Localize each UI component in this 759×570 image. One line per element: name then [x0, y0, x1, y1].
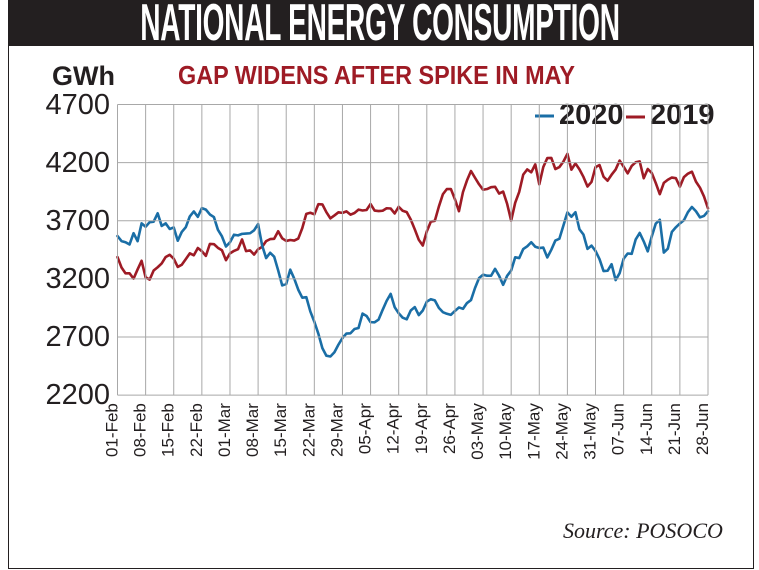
svg-text:4200: 4200 [45, 147, 110, 179]
svg-text:4700: 4700 [45, 89, 110, 121]
svg-text:08-Feb: 08-Feb [131, 403, 150, 457]
svg-text:01-Mar: 01-Mar [215, 403, 234, 457]
svg-text:17-May: 17-May [524, 403, 543, 460]
svg-text:28-Jun: 28-Jun [693, 403, 712, 455]
svg-text:22-Feb: 22-Feb [187, 403, 206, 457]
svg-text:07-Jun: 07-Jun [609, 403, 628, 455]
svg-text:03-May: 03-May [468, 403, 487, 460]
svg-text:12-Apr: 12-Apr [384, 403, 403, 454]
svg-text:Source: POSOCO: Source: POSOCO [563, 518, 723, 543]
svg-text:14-Jun: 14-Jun [637, 403, 656, 455]
svg-text:10-May: 10-May [496, 403, 515, 460]
svg-text:2700: 2700 [45, 321, 110, 353]
svg-text:21-Jun: 21-Jun [665, 403, 684, 455]
svg-text:26-Apr: 26-Apr [440, 403, 459, 454]
svg-text:3200: 3200 [45, 263, 110, 295]
svg-text:2020: 2020 [559, 99, 624, 131]
svg-text:24-May: 24-May [552, 403, 571, 460]
svg-text:05-Apr: 05-Apr [356, 403, 375, 454]
svg-text:08-Mar: 08-Mar [243, 403, 262, 457]
svg-text:31-May: 31-May [581, 403, 600, 460]
svg-text:2019: 2019 [650, 99, 715, 131]
svg-text:01-Feb: 01-Feb [103, 403, 122, 457]
svg-text:15-Feb: 15-Feb [159, 403, 178, 457]
svg-text:22-Mar: 22-Mar [299, 403, 318, 457]
svg-text:29-Mar: 29-Mar [327, 403, 346, 457]
svg-text:2200: 2200 [45, 379, 110, 411]
svg-text:3700: 3700 [45, 205, 110, 237]
svg-text:15-Mar: 15-Mar [271, 403, 290, 457]
svg-text:19-Apr: 19-Apr [412, 403, 431, 454]
